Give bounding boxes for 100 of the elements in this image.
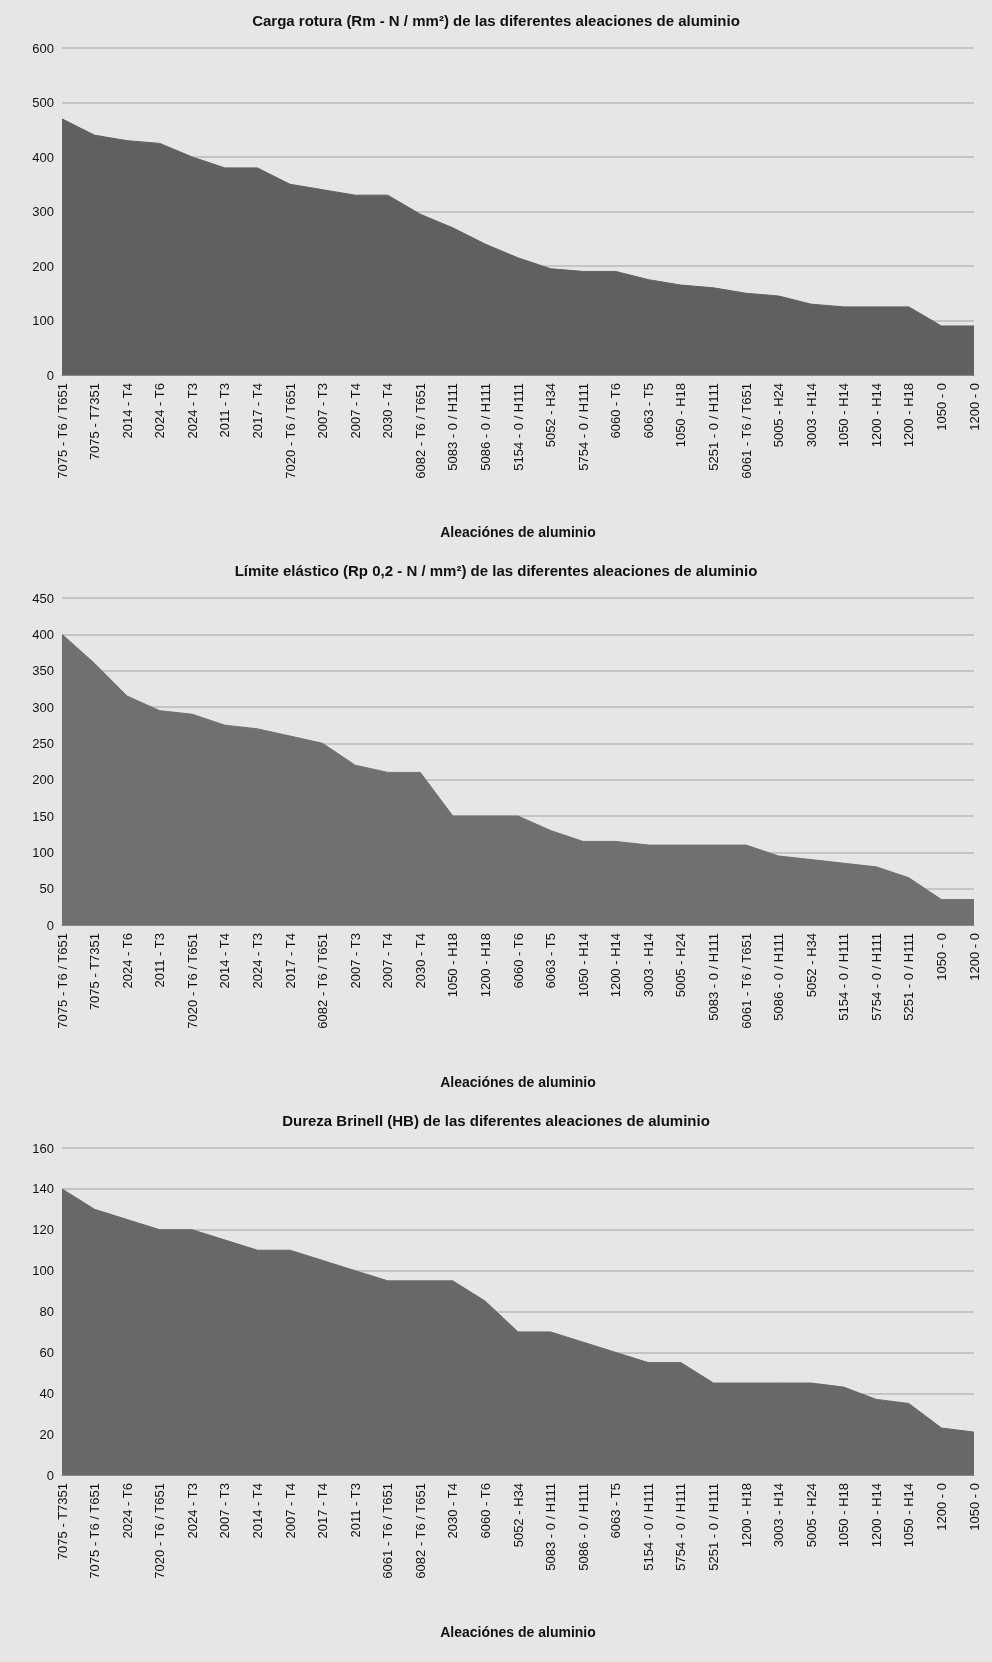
y-tick-label: 400	[32, 626, 54, 642]
x-tick-label: 1200 - H14	[608, 933, 624, 998]
x-axis-title: Aleaciónes de aluminio	[440, 1074, 596, 1090]
x-tick-label: 1200 - 0	[966, 933, 982, 981]
y-tick-label: 120	[32, 1222, 54, 1238]
x-tick-label: 7075 - T6 / T651	[54, 933, 70, 1029]
y-tick-label: 0	[46, 1467, 54, 1483]
x-tick-label: 2011 - T3	[152, 933, 168, 988]
x-tick-label: 6061 - T6 / T651	[380, 1483, 396, 1579]
y-tick-label: 0	[46, 917, 54, 933]
x-tick-label: 5251 - 0 / H111	[901, 933, 917, 1021]
x-tick-label: 6063 - T5	[543, 933, 559, 989]
x-tick-label: 2014 - T4	[119, 383, 135, 439]
x-tick-label: 2024 - T3	[184, 1483, 200, 1539]
x-tick-label: 2030 - T4	[380, 383, 396, 439]
x-tick-label: 2007 - T3	[217, 1483, 233, 1539]
x-tick-label: 7075 - T6 / T651	[87, 1483, 103, 1579]
x-tick-label: 6082 - T6 / T651	[412, 383, 428, 479]
x-tick-label: 2007 - T3	[315, 383, 331, 439]
x-tick-label: 5005 - H24	[803, 1483, 819, 1548]
x-tick-label: 2024 - T3	[249, 933, 265, 989]
x-tick-label: 5052 - H34	[510, 1483, 526, 1548]
y-tick-label: 400	[32, 149, 54, 165]
y-tick-label: 600	[32, 40, 54, 56]
y-tick-label: 140	[32, 1181, 54, 1197]
x-tick-label: 2007 - T4	[380, 933, 396, 989]
x-axis-title: Aleaciónes de aluminio	[440, 1624, 596, 1640]
y-tick-label: 300	[32, 204, 54, 219]
x-tick-label: 2011 - T3	[217, 383, 233, 438]
x-tick-label: 2014 - T4	[217, 933, 233, 989]
x-tick-label: 5754 - 0 / H111	[575, 383, 591, 471]
y-tick-label: 0	[46, 367, 54, 383]
x-tick-label: 1200 - H14	[868, 383, 884, 448]
x-tick-label: 6061 - T6 / T651	[738, 383, 754, 479]
y-tick-label: 450	[32, 590, 54, 606]
x-tick-label: 2024 - T6	[119, 1483, 135, 1539]
x-tick-label: 5086 - 0 / H111	[477, 383, 493, 471]
x-tick-label: 5083 - 0 / H111	[543, 1483, 559, 1571]
x-tick-label: 2024 - T6	[152, 383, 168, 439]
x-tick-label: 5154 - 0 / H111	[836, 933, 852, 1021]
x-tick-label: 5052 - H34	[803, 933, 819, 998]
y-tick-label: 100	[32, 313, 54, 328]
x-tick-label: 6063 - T5	[640, 383, 656, 439]
y-tick-label: 20	[39, 1426, 54, 1442]
x-tick-label: 3003 - H14	[803, 383, 819, 448]
x-tick-label: 7020 - T6 / T651	[152, 1483, 168, 1579]
x-tick-label: 5005 - H24	[771, 383, 787, 448]
x-tick-label: 5005 - H24	[673, 933, 689, 998]
x-tick-label: 1200 - 0	[933, 1483, 949, 1531]
x-tick-label: 7020 - T6 / T651	[184, 933, 200, 1029]
x-tick-label: 2017 - T4	[282, 933, 298, 989]
x-tick-label: 1200 - H18	[738, 1483, 754, 1548]
x-tick-label: 6061 - T6 / T651	[738, 933, 754, 1029]
y-tick-label: 60	[39, 1344, 54, 1360]
x-tick-label: 2011 - T3	[347, 1483, 363, 1538]
x-tick-label: 1050 - H14	[901, 1483, 917, 1548]
y-tick-label: 350	[32, 663, 54, 679]
x-tick-label: 1050 - H18	[445, 933, 461, 998]
y-tick-label: 40	[39, 1385, 54, 1401]
y-tick-label: 200	[32, 258, 54, 274]
x-tick-label: 1200 - 0	[966, 383, 982, 431]
x-tick-label: 1200 - H18	[477, 933, 493, 998]
x-tick-label: 1050 - 0	[933, 383, 949, 431]
x-tick-label: 2007 - T4	[282, 1483, 298, 1539]
x-tick-label: 1050 - H18	[673, 383, 689, 448]
chart-title: Dureza Brinell (HB) de las diferentes aleaciones de aluminio	[282, 1112, 710, 1129]
x-tick-label: 1050 - 0	[933, 933, 949, 981]
x-tick-label: 2024 - T6	[119, 933, 135, 989]
x-tick-label: 1200 - H14	[868, 1483, 884, 1548]
x-tick-label: 5083 - 0 / H111	[705, 933, 721, 1021]
y-tick-label: 80	[39, 1304, 54, 1319]
y-tick-label: 160	[32, 1140, 54, 1156]
y-tick-label: 300	[32, 699, 54, 715]
x-tick-label: 5083 - 0 / H111	[445, 383, 461, 471]
y-tick-label: 200	[32, 772, 54, 788]
x-tick-label: 6082 - T6 / T651	[412, 1483, 428, 1579]
y-tick-label: 50	[39, 881, 54, 897]
y-tick-label: 250	[32, 735, 54, 751]
x-axis-title: Aleaciónes de aluminio	[440, 524, 596, 540]
x-tick-label: 2014 - T4	[249, 1483, 265, 1539]
x-tick-label: 5251 - 0 / H111	[705, 1483, 721, 1571]
x-tick-label: 5754 - 0 / H111	[673, 1483, 689, 1571]
x-tick-label: 7020 - T6 / T651	[282, 383, 298, 479]
x-tick-label: 1050 - H14	[836, 383, 852, 448]
x-tick-label: 6060 - T6	[510, 933, 526, 989]
x-tick-label: 6060 - T6	[477, 1483, 493, 1539]
x-tick-label: 2030 - T4	[412, 933, 428, 989]
x-tick-label: 1050 - 0	[966, 1483, 982, 1531]
x-tick-label: 1200 - H18	[901, 383, 917, 448]
x-tick-label: 6082 - T6 / T651	[315, 933, 331, 1029]
x-tick-label: 7075 - T6 / T651	[54, 383, 70, 479]
x-tick-label: 2007 - T3	[347, 933, 363, 989]
x-tick-label: 2024 - T3	[184, 383, 200, 439]
x-tick-label: 5154 - 0 / H111	[510, 383, 526, 471]
x-tick-label: 7075 - T7351	[87, 933, 103, 1011]
x-tick-label: 7075 - T7351	[87, 383, 103, 461]
x-tick-label: 2017 - T4	[315, 1483, 331, 1539]
x-tick-label: 5086 - 0 / H111	[575, 1483, 591, 1571]
x-tick-label: 6060 - T6	[608, 383, 624, 439]
y-tick-label: 100	[32, 844, 54, 860]
